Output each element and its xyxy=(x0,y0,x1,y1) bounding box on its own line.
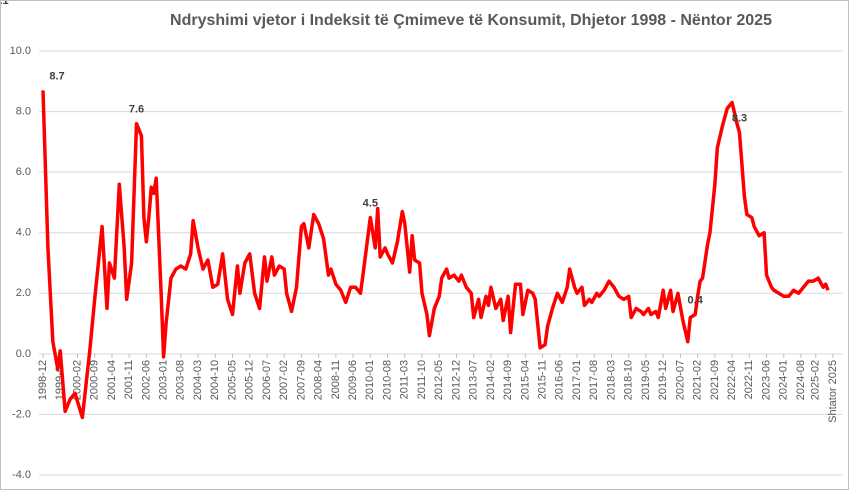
value-label: 7.6 xyxy=(129,104,144,116)
x-tick-label: 2019-05 xyxy=(640,360,652,400)
x-tick-label: 2010-01 xyxy=(364,360,376,400)
x-tick-label: 2021-09 xyxy=(709,360,721,400)
x-tick-label: 2016-06 xyxy=(554,360,566,400)
x-tick-label: 2004-10 xyxy=(209,360,221,400)
x-tick-label: 2003-01 xyxy=(157,360,169,400)
x-tick-label: Shtator 2025 xyxy=(827,360,839,423)
x-tick-label: 2017-01 xyxy=(571,360,583,400)
x-tick-label: 2004-03 xyxy=(192,360,204,400)
x-tick-label: 2025-02 xyxy=(810,360,822,400)
y-tick-label: -2.0 xyxy=(12,408,31,420)
x-tick-label: 2015-11 xyxy=(537,360,549,400)
x-tick-label: 2002-06 xyxy=(140,360,152,400)
x-tick-label: 2015-04 xyxy=(519,360,531,400)
x-tick-label: 2023-06 xyxy=(760,360,772,400)
y-tick-label: 10.0 xyxy=(10,45,31,57)
x-tick-label: 2005-12 xyxy=(244,360,256,400)
x-tick-label: 2013-07 xyxy=(468,360,480,400)
x-tick-label: 2008-04 xyxy=(313,360,325,400)
x-tick-label: 2001-11 xyxy=(123,360,135,400)
x-tick-label: 2018-10 xyxy=(623,360,635,400)
x-tick-label: 1998-12 xyxy=(37,360,49,400)
x-tick-label: 2011-10 xyxy=(416,360,428,400)
y-tick-label: 4.0 xyxy=(16,227,31,239)
chart-title: Ndryshimi vjetor i Indeksit të Çmimeve t… xyxy=(170,12,772,29)
x-tick-label: 2007-09 xyxy=(295,360,307,400)
y-tick-label: 2.0 xyxy=(16,287,31,299)
x-tick-label: 2000-09 xyxy=(89,360,101,400)
x-tick-label: 2011-03 xyxy=(399,360,411,400)
x-tick-label: 2009-06 xyxy=(347,360,359,400)
x-tick-label: 2010-08 xyxy=(381,360,393,400)
x-tick-label: 2020-07 xyxy=(674,360,686,400)
x-tick-label: 2012-12 xyxy=(450,360,462,400)
x-tick-label: 2022-11 xyxy=(743,360,755,400)
x-tick-label: 2022-04 xyxy=(726,360,738,400)
x-tick-label: 2006-07 xyxy=(261,360,273,400)
x-tick-label: 2003-08 xyxy=(175,360,187,400)
x-tick-label: 2017-08 xyxy=(588,360,600,400)
value-label: 0.4 xyxy=(688,294,704,306)
value-label: 8.7 xyxy=(49,70,64,82)
y-tick-label: -4.0 xyxy=(12,469,31,481)
x-tick-label: 2008-11 xyxy=(330,360,342,400)
x-tick-label: 2001-04 xyxy=(106,360,118,400)
x-tick-label: 2018-03 xyxy=(605,360,617,400)
x-tick-label: 2019-12 xyxy=(657,360,669,400)
value-label: 2.1 xyxy=(1,1,9,7)
x-tick-label: 2000-02 xyxy=(71,360,83,400)
x-tick-label: 2014-02 xyxy=(485,360,497,400)
x-tick-label: 2014-09 xyxy=(502,360,514,400)
y-tick-label: 0.0 xyxy=(16,348,31,360)
data-line xyxy=(41,90,830,420)
value-label: 4.5 xyxy=(363,197,378,209)
x-tick-label: 2024-08 xyxy=(795,360,807,400)
x-tick-label: 2005-05 xyxy=(226,360,238,400)
x-tick-label: 2024-01 xyxy=(778,360,790,400)
y-tick-label: 6.0 xyxy=(16,166,31,178)
x-tick-label: 2021-02 xyxy=(692,360,704,400)
x-tick-label: 2007-02 xyxy=(278,360,290,400)
value-label: 8.3 xyxy=(732,113,747,125)
y-tick-label: 8.0 xyxy=(16,105,31,117)
x-tick-label: 2012-05 xyxy=(433,360,445,400)
